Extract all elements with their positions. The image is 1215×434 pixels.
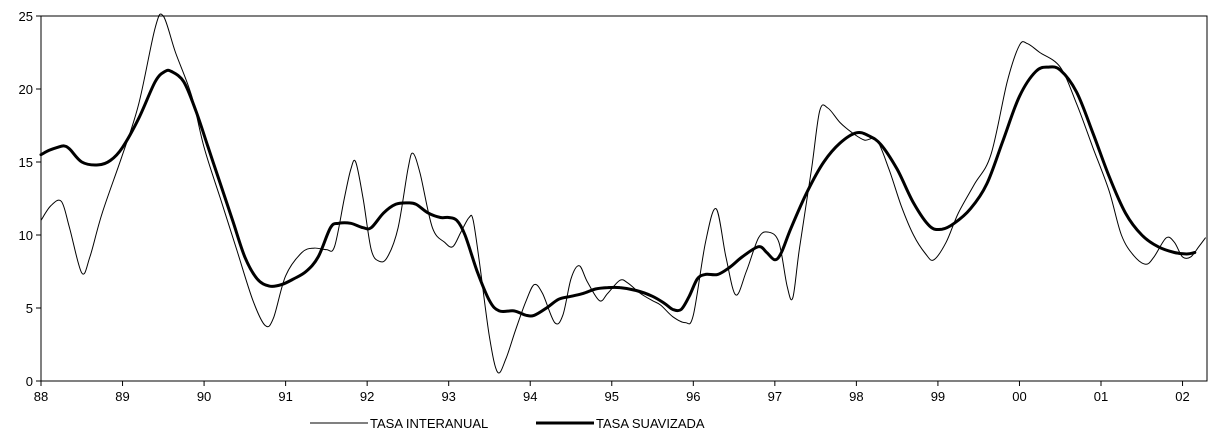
legend-label-tasa-suavizada: TASA SUAVIZADA (596, 416, 705, 431)
legend: TASA INTERANUAL TASA SUAVIZADA (310, 416, 705, 431)
x-tick-label: 94 (523, 389, 537, 404)
plot-border (40, 15, 1208, 382)
x-tick-label: 01 (1094, 389, 1108, 404)
x-axis: 88 89 90 91 92 93 94 95 96 97 98 99 00 01 02 (34, 381, 1190, 404)
series-line-tasa-interanual (40, 13, 1206, 374)
x-tick-label: 89 (115, 389, 129, 404)
x-tick-label: 90 (197, 389, 211, 404)
series-line-tasa-suavizada (39, 65, 1197, 318)
x-tick-label: 95 (605, 389, 619, 404)
y-tick-label: 5 (26, 301, 33, 316)
x-tick-label: 88 (34, 389, 48, 404)
x-tick-label: 93 (441, 389, 455, 404)
x-tick-label: 00 (1012, 389, 1026, 404)
x-tick-label: 02 (1175, 389, 1189, 404)
y-tick-label: 25 (19, 9, 33, 24)
series-layer (39, 13, 1206, 374)
y-tick-label: 20 (19, 82, 33, 97)
y-tick-label: 10 (19, 228, 33, 243)
x-tick-label: 91 (278, 389, 292, 404)
x-tick-label: 97 (768, 389, 782, 404)
plot-area (40, 15, 1208, 382)
y-tick-label: 15 (19, 155, 33, 170)
x-tick-label: 96 (686, 389, 700, 404)
x-tick-label: 92 (360, 389, 374, 404)
legend-label-tasa-interanual: TASA INTERANUAL (370, 416, 488, 431)
y-axis: 0 5 10 15 20 25 (19, 9, 41, 389)
y-tick-label: 0 (26, 374, 33, 389)
x-tick-label: 98 (849, 389, 863, 404)
x-tick-label: 99 (931, 389, 945, 404)
